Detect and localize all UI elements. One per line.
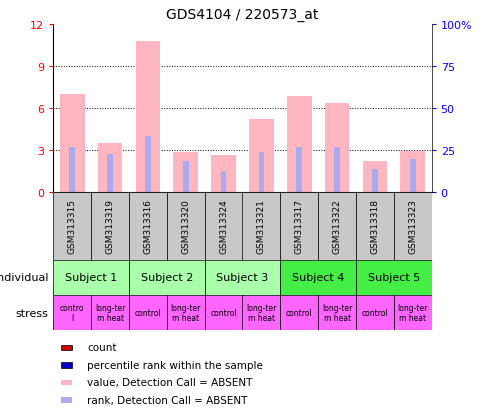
Bar bbox=[258, 153, 264, 192]
Text: long-ter
m heat: long-ter m heat bbox=[321, 303, 351, 323]
Text: Subject 4: Subject 4 bbox=[291, 273, 344, 283]
Bar bbox=[324, 104, 348, 192]
Bar bbox=[107, 154, 113, 192]
Text: Subject 5: Subject 5 bbox=[367, 273, 419, 283]
Text: GSM313324: GSM313324 bbox=[219, 199, 227, 254]
Bar bbox=[182, 161, 188, 192]
Text: rank, Detection Call = ABSENT: rank, Detection Call = ABSENT bbox=[87, 395, 247, 405]
Bar bbox=[53, 295, 91, 330]
Bar bbox=[91, 295, 129, 330]
Bar bbox=[129, 260, 204, 295]
Bar bbox=[61, 345, 71, 350]
Text: count: count bbox=[87, 342, 117, 352]
Bar bbox=[211, 156, 235, 192]
Bar bbox=[173, 153, 197, 192]
Bar bbox=[166, 192, 204, 260]
Bar bbox=[53, 260, 129, 295]
Bar bbox=[355, 260, 431, 295]
Bar bbox=[409, 160, 415, 192]
Text: percentile rank within the sample: percentile rank within the sample bbox=[87, 360, 263, 370]
Bar bbox=[129, 192, 166, 260]
FancyArrow shape bbox=[53, 320, 58, 341]
Text: GSM313316: GSM313316 bbox=[143, 199, 152, 254]
Title: GDS4104 / 220573_at: GDS4104 / 220573_at bbox=[166, 8, 318, 22]
Text: contro
l: contro l bbox=[60, 303, 84, 323]
Bar bbox=[393, 295, 431, 330]
Text: GSM313322: GSM313322 bbox=[332, 199, 341, 254]
Bar bbox=[53, 192, 91, 260]
Text: GSM313319: GSM313319 bbox=[106, 199, 114, 254]
Text: GSM313321: GSM313321 bbox=[257, 199, 265, 254]
Text: GSM313318: GSM313318 bbox=[370, 199, 378, 254]
Bar bbox=[242, 295, 280, 330]
Text: Subject 2: Subject 2 bbox=[140, 273, 193, 283]
Text: long-ter
m heat: long-ter m heat bbox=[95, 303, 125, 323]
Text: GSM313315: GSM313315 bbox=[68, 199, 76, 254]
Bar bbox=[61, 397, 71, 403]
Bar bbox=[280, 295, 318, 330]
Text: individual: individual bbox=[0, 273, 48, 283]
Text: GSM313320: GSM313320 bbox=[181, 199, 190, 254]
Bar bbox=[98, 143, 122, 192]
Bar bbox=[249, 120, 273, 192]
Bar bbox=[61, 380, 71, 385]
Bar bbox=[355, 295, 393, 330]
Text: Subject 1: Subject 1 bbox=[65, 273, 117, 283]
Bar bbox=[204, 260, 280, 295]
Bar bbox=[280, 260, 355, 295]
Bar bbox=[287, 97, 311, 192]
Text: control: control bbox=[210, 309, 237, 317]
Bar bbox=[166, 295, 204, 330]
Bar bbox=[393, 192, 431, 260]
Bar bbox=[204, 192, 242, 260]
Text: long-ter
m heat: long-ter m heat bbox=[246, 303, 276, 323]
Bar bbox=[129, 295, 166, 330]
Bar bbox=[61, 362, 71, 368]
Bar bbox=[220, 171, 226, 192]
Bar bbox=[136, 41, 160, 192]
Bar bbox=[333, 147, 339, 192]
Bar bbox=[145, 136, 151, 192]
Bar bbox=[318, 295, 355, 330]
Bar bbox=[296, 147, 302, 192]
Text: control: control bbox=[361, 309, 388, 317]
Bar bbox=[204, 295, 242, 330]
Text: stress: stress bbox=[15, 308, 48, 318]
Text: Subject 3: Subject 3 bbox=[216, 273, 268, 283]
FancyArrow shape bbox=[53, 285, 58, 306]
Bar bbox=[400, 152, 424, 192]
Bar bbox=[91, 192, 129, 260]
Text: control: control bbox=[134, 309, 161, 317]
Bar bbox=[318, 192, 355, 260]
Text: control: control bbox=[285, 309, 312, 317]
Bar bbox=[242, 192, 280, 260]
Bar bbox=[69, 147, 75, 192]
Bar bbox=[371, 170, 377, 192]
Text: value, Detection Call = ABSENT: value, Detection Call = ABSENT bbox=[87, 377, 252, 387]
Text: long-ter
m heat: long-ter m heat bbox=[170, 303, 200, 323]
Bar bbox=[355, 192, 393, 260]
Text: long-ter
m heat: long-ter m heat bbox=[397, 303, 427, 323]
Bar bbox=[280, 192, 318, 260]
Bar bbox=[60, 95, 84, 192]
Bar bbox=[362, 161, 386, 192]
Text: GSM313323: GSM313323 bbox=[408, 199, 416, 254]
Text: GSM313317: GSM313317 bbox=[294, 199, 303, 254]
